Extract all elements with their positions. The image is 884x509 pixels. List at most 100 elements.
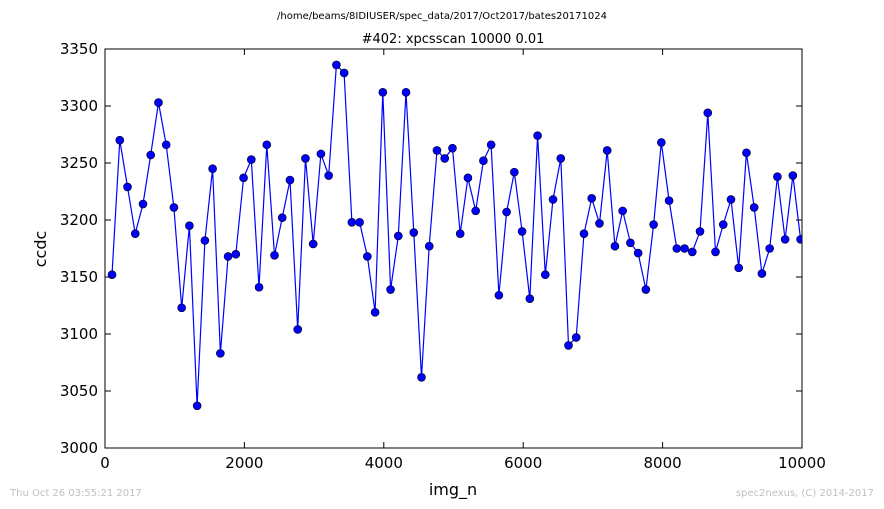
data-point — [347, 217, 357, 227]
data-point — [455, 229, 465, 238]
plot-frame — [104, 48, 803, 449]
data-point — [401, 88, 411, 97]
series-0 — [107, 60, 802, 411]
y-tick-label: 3050 — [60, 382, 98, 400]
data-point — [780, 235, 790, 244]
data-point — [711, 247, 720, 257]
data-point — [254, 282, 264, 292]
data-point — [308, 239, 318, 249]
data-point — [556, 154, 566, 163]
data-point — [339, 68, 349, 78]
data-point — [223, 252, 233, 261]
data-point — [726, 195, 736, 204]
data-point — [463, 173, 473, 183]
data-point — [695, 227, 705, 236]
data-point — [579, 229, 589, 238]
chart-title: #402: xpcsscan 10000 0.01 — [362, 32, 545, 47]
data-point — [525, 294, 535, 303]
data-point — [633, 248, 643, 258]
x-tick-label: 0 — [100, 454, 110, 472]
data-point — [355, 217, 364, 227]
data-point — [378, 88, 388, 97]
data-point — [533, 131, 542, 140]
data-point — [548, 195, 558, 204]
data-point — [285, 175, 295, 185]
y-tick-label: 3350 — [60, 40, 98, 58]
data-point — [270, 251, 279, 260]
y-tick-label: 3250 — [60, 154, 98, 172]
data-point — [185, 221, 194, 230]
data-point — [417, 373, 426, 382]
data-point — [494, 290, 504, 300]
x-axis-label: img_n — [429, 480, 477, 500]
data-point — [595, 219, 604, 228]
data-point — [680, 244, 689, 253]
data-point — [192, 401, 202, 411]
x-tick-label: 10000 — [778, 454, 826, 472]
data-point — [510, 167, 519, 177]
data-point — [687, 247, 697, 257]
data-point — [115, 135, 125, 145]
data-point — [107, 270, 117, 280]
timestamp-footer: Thu Oct 26 03:55:21 2017 — [10, 488, 142, 499]
data-point — [370, 308, 380, 317]
data-point — [773, 172, 782, 181]
data-point — [247, 155, 256, 164]
y-tick-label: 3300 — [60, 97, 98, 115]
data-point — [324, 171, 333, 180]
data-point — [641, 285, 651, 294]
data-point — [301, 154, 310, 163]
data-point — [718, 220, 728, 229]
data-point — [146, 150, 156, 160]
data-point — [664, 196, 674, 205]
data-point — [177, 303, 186, 313]
data-point — [200, 236, 210, 245]
data-point — [332, 60, 341, 70]
y-tick-label: 3200 — [60, 211, 98, 229]
data-point — [742, 148, 751, 158]
data-point — [231, 249, 241, 259]
data-point — [239, 173, 248, 183]
data-point — [486, 140, 496, 150]
data-point — [161, 140, 171, 150]
data-point — [540, 270, 550, 280]
data-point — [424, 241, 434, 251]
y-tick-label: 3150 — [60, 268, 98, 286]
data-point — [749, 203, 759, 212]
data-point — [316, 149, 326, 159]
data-point — [610, 241, 620, 251]
data-point — [432, 146, 442, 155]
data-point — [440, 154, 450, 163]
data-point — [363, 252, 372, 261]
credit-footer: spec2nexus, (C) 2014-2017 — [735, 488, 874, 499]
data-point — [502, 207, 511, 217]
data-point — [571, 333, 581, 342]
data-point — [216, 349, 225, 358]
data-point — [788, 171, 798, 180]
x-tick-label: 4000 — [365, 454, 403, 472]
data-point — [169, 203, 179, 212]
data-point — [130, 229, 140, 238]
data-point — [649, 220, 658, 229]
data-point — [672, 244, 682, 253]
data-point — [471, 206, 480, 216]
data-point — [765, 244, 774, 253]
data-point — [448, 143, 457, 153]
y-tick-label: 3100 — [60, 325, 98, 343]
data-point — [734, 263, 744, 273]
data-point — [386, 285, 395, 294]
data-point — [796, 235, 802, 244]
data-point — [293, 325, 303, 334]
data-point — [393, 231, 403, 241]
data-point — [564, 341, 573, 350]
x-tick-label: 8000 — [644, 454, 682, 472]
data-point — [123, 182, 132, 192]
data-point — [479, 156, 488, 166]
data-point — [757, 269, 767, 278]
plot-area: 0 2000 4000 6000 8000 10000 3000 3050 3100 3150 32… — [60, 40, 826, 472]
data-point — [154, 98, 163, 107]
figure-suptitle: /home/beams/8IDIUSER/spec_data/2017/Oct2… — [277, 11, 607, 22]
x-tick-label: 2000 — [225, 454, 263, 472]
data-point — [618, 206, 627, 216]
